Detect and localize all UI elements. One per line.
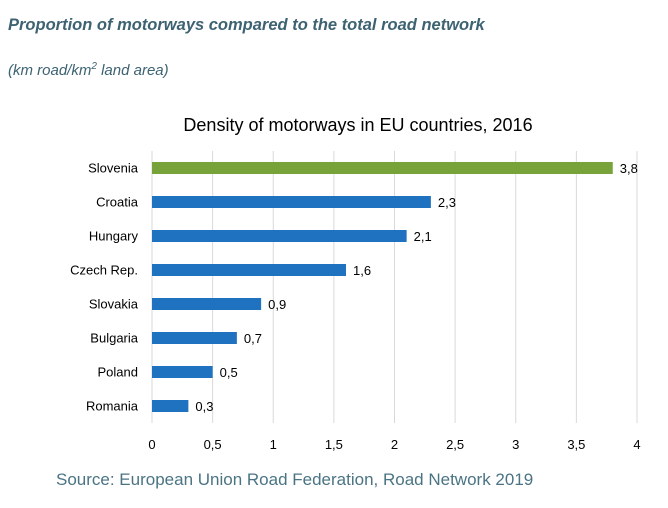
x-tick-label: 1 [270,437,277,452]
bars [152,162,613,412]
bar [152,332,237,344]
data-label: 2,3 [438,195,456,210]
x-tick-label: 0,5 [204,437,222,452]
data-label: 0,5 [220,365,238,380]
category-label: Romania [86,399,139,414]
x-tick-label: 3,5 [567,437,585,452]
data-label: 0,9 [268,297,286,312]
x-tick-label: 4 [633,437,640,452]
bar [152,400,189,412]
category-label: Croatia [96,195,139,210]
unit-prefix: (km road/km [8,62,92,79]
source-note: Source: European Union Road Federation, … [56,470,534,489]
category-label: Slovenia [88,161,139,176]
bar [152,366,213,378]
x-tick-label: 2 [391,437,398,452]
category-label: Slovakia [89,297,139,312]
unit-superscript: 2 [91,61,97,72]
bar [152,298,262,310]
bar [152,196,431,208]
data-label: 0,7 [244,331,262,346]
category-label: Czech Rep. [70,263,138,278]
unit-subheading: (km road/km2 land area) [8,61,169,79]
labels: 0 0,5 1 1,5 2 2,5 3 3,5 4 Slovenia 3,8 Croatia 2,3 Hu… [70,161,641,453]
x-tick-label: 2,5 [446,437,464,452]
chart-title: Density of motorways in EU countries, 20… [183,115,532,135]
page-heading: Proportion of motorways compared to the … [8,16,485,34]
category-label: Hungary [89,229,139,244]
category-label: Poland [98,365,138,380]
x-tick-label: 0 [148,437,155,452]
category-label: Bulgaria [90,331,138,346]
bar [152,264,346,276]
data-label: 0,3 [195,399,213,414]
data-label: 1,6 [353,263,371,278]
x-tick-label: 3 [512,437,519,452]
x-tick-label: 1,5 [325,437,343,452]
bar [152,230,407,242]
unit-suffix: land area) [96,62,169,79]
bar [152,162,613,174]
gridlines [151,151,638,423]
data-label: 2,1 [414,229,432,244]
data-label: 3,8 [620,161,638,176]
